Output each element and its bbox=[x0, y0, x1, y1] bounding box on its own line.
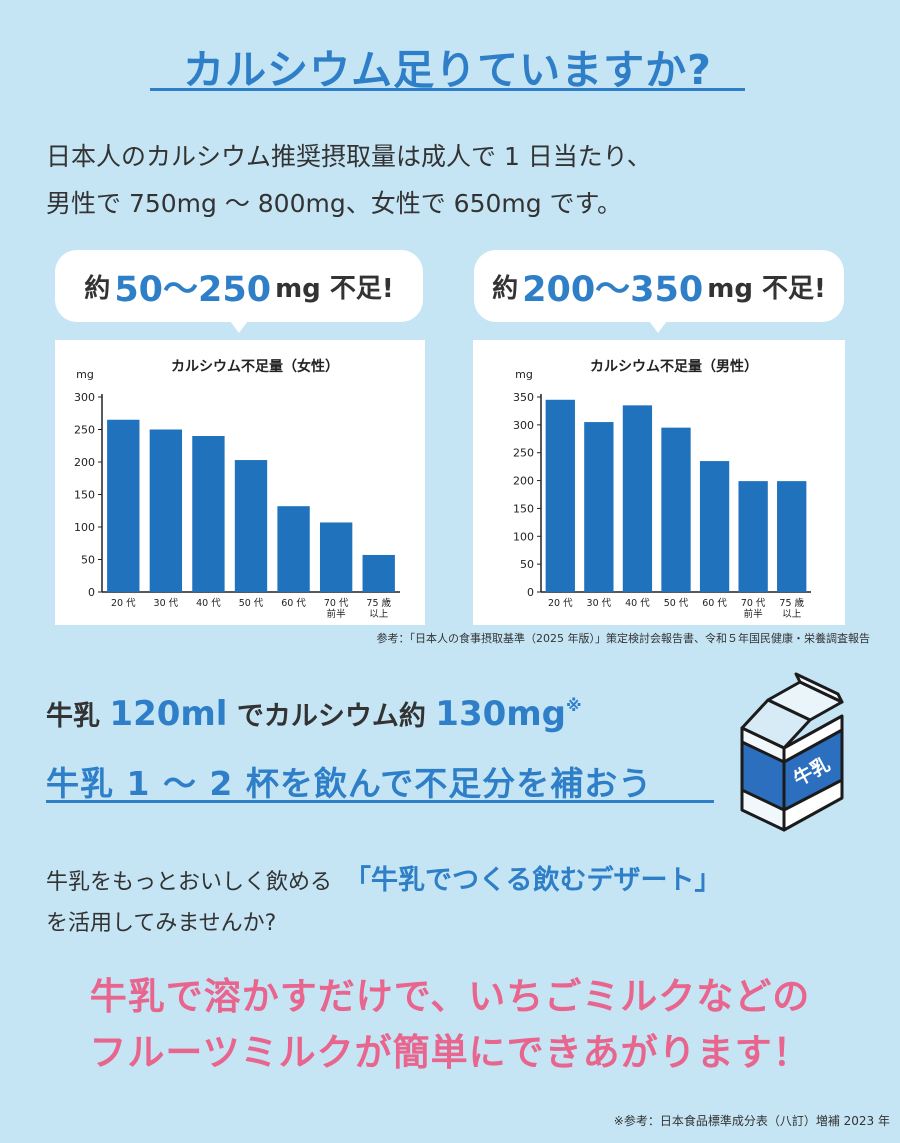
drink-underline bbox=[46, 800, 714, 803]
y-tick-label: 100 bbox=[513, 530, 534, 543]
title-underline bbox=[150, 88, 745, 91]
y-tick-label: 250 bbox=[513, 447, 534, 460]
milk-volume: 120ml bbox=[109, 694, 228, 734]
footnote: ※参考：日本食品標準成分表（八訂）増補 2023 年 bbox=[613, 1114, 890, 1128]
x-tick-label: 以上 bbox=[782, 609, 802, 620]
page-title: カルシウム足りていますか? bbox=[183, 46, 712, 94]
male-bubble-tail bbox=[649, 321, 667, 333]
y-tick-label: 200 bbox=[513, 475, 534, 488]
female-bubble-tail bbox=[230, 321, 248, 333]
female-calcium-chart: カルシウム不足量（女性） mg 0 50 100 150 200 250 300 20 代 30 代… bbox=[74, 358, 400, 620]
female-shortfall-bubble: 約 50〜250 mg 不足! bbox=[55, 250, 423, 322]
dessert-lead: 牛乳をもっとおいしく飲める bbox=[46, 870, 333, 895]
y-tick-label: 300 bbox=[513, 419, 534, 432]
dessert-line-1: 牛乳をもっとおいしく飲める 「牛乳でつくる飲むデザート」 bbox=[46, 858, 721, 897]
y-tick-label: 250 bbox=[74, 424, 95, 437]
bar bbox=[622, 405, 653, 592]
bar bbox=[149, 429, 183, 592]
dessert-name: 「牛乳でつくる飲むデザート」 bbox=[344, 865, 722, 896]
female-bubble-prefix: 約 bbox=[84, 273, 111, 304]
x-tick-label: 75 歳 bbox=[366, 597, 391, 609]
milk-line-text-1: 牛乳 bbox=[46, 701, 110, 732]
bar bbox=[545, 399, 575, 592]
x-tick-label: 40 代 bbox=[625, 598, 650, 609]
y-tick-label: 0 bbox=[527, 586, 534, 599]
bar bbox=[699, 461, 730, 592]
chart-title: カルシウム不足量（女性） bbox=[171, 358, 339, 375]
y-tick-label: 150 bbox=[74, 489, 95, 502]
x-tick-label: 以上 bbox=[369, 609, 389, 620]
milk-calcium-amount: 130mg bbox=[435, 694, 567, 734]
chart-source-note: 参考：「日本人の食事摂取基準（2025 年版）」策定検討会報告書、令和５年国民健… bbox=[376, 632, 871, 645]
x-tick-label: 20 代 bbox=[111, 598, 136, 609]
y-tick-label: 0 bbox=[88, 586, 95, 599]
male-bubble-suffix: mg 不足! bbox=[707, 273, 826, 304]
x-tick-label: 20 代 bbox=[548, 598, 573, 609]
y-axis-unit: mg bbox=[515, 368, 533, 381]
bar bbox=[738, 481, 768, 592]
y-tick-label: 100 bbox=[74, 521, 95, 534]
milk-carton-illustration: 牛乳 bbox=[740, 672, 844, 832]
intro-line-2: 男性で 750mg 〜 800mg、女性で 650mg です。 bbox=[46, 189, 623, 218]
bar bbox=[584, 422, 614, 592]
male-calcium-chart: カルシウム不足量（男性） mg 0 50 100 150 200 250 300 350 20 代 3… bbox=[513, 358, 811, 620]
intro-line-1: 日本人のカルシウム推奨摂取量は成人で 1 日当たり、 bbox=[46, 142, 652, 171]
x-tick-label: 75 歳 bbox=[779, 597, 804, 609]
male-shortfall-bubble: 約 200〜350 mg 不足! bbox=[474, 250, 844, 322]
bar bbox=[777, 481, 807, 592]
milk-line-text-2: でカルシウム約 bbox=[227, 701, 436, 732]
y-tick-label: 50 bbox=[520, 558, 534, 571]
milk-calcium-line: 牛乳 120ml でカルシウム約 130mg※ bbox=[46, 694, 582, 734]
male-bubble-prefix: 約 bbox=[492, 273, 519, 304]
x-tick-label: 前半 bbox=[327, 608, 346, 620]
y-tick-label: 300 bbox=[74, 391, 95, 404]
female-bubble-suffix: mg 不足! bbox=[275, 273, 394, 304]
reference-mark: ※ bbox=[566, 696, 582, 715]
male-bubble-range: 200〜350 bbox=[522, 269, 704, 310]
x-tick-label: 前半 bbox=[744, 608, 763, 620]
x-tick-label: 70 代 bbox=[741, 598, 766, 609]
bar bbox=[192, 436, 225, 592]
x-tick-label: 70 代 bbox=[324, 598, 349, 609]
female-bubble-range: 50〜250 bbox=[114, 269, 272, 310]
bar bbox=[234, 460, 268, 592]
y-tick-label: 50 bbox=[81, 554, 95, 567]
x-tick-label: 60 代 bbox=[281, 598, 306, 609]
bar bbox=[319, 522, 353, 592]
x-tick-label: 60 代 bbox=[702, 598, 727, 609]
x-tick-label: 50 代 bbox=[664, 598, 689, 609]
x-tick-label: 40 代 bbox=[196, 598, 221, 609]
bar bbox=[107, 419, 140, 592]
female-chart-panel: カルシウム不足量（女性） mg 0 50 100 150 200 250 300 20 代 30 代… bbox=[55, 340, 425, 625]
chart-title: カルシウム不足量（男性） bbox=[590, 358, 758, 375]
y-axis-unit: mg bbox=[76, 368, 94, 381]
x-tick-label: 50 代 bbox=[239, 598, 264, 609]
dessert-line-2: を活用してみませんか? bbox=[46, 911, 277, 936]
pink-headline-1: 牛乳で溶かすだけで、いちごミルクなどの bbox=[89, 975, 811, 1018]
x-tick-label: 30 代 bbox=[587, 598, 612, 609]
x-tick-label: 30 代 bbox=[154, 598, 179, 609]
pink-headline-2: フルーツミルクが簡単にできあがります！ bbox=[89, 1031, 811, 1074]
bar bbox=[362, 554, 395, 592]
y-tick-label: 150 bbox=[513, 502, 534, 515]
y-tick-label: 200 bbox=[74, 456, 95, 469]
intro-text: 日本人のカルシウム推奨摂取量は成人で 1 日当たり、 男性で 750mg 〜 8… bbox=[46, 133, 866, 227]
bar bbox=[661, 427, 691, 592]
male-chart-panel: カルシウム不足量（男性） mg 0 50 100 150 200 250 300 350 20 代 3… bbox=[473, 340, 845, 625]
bar bbox=[277, 506, 310, 592]
drink-recommendation: 牛乳 1 〜 2 杯を飲んで不足分を補おう bbox=[46, 764, 653, 803]
y-tick-label: 350 bbox=[513, 391, 534, 404]
